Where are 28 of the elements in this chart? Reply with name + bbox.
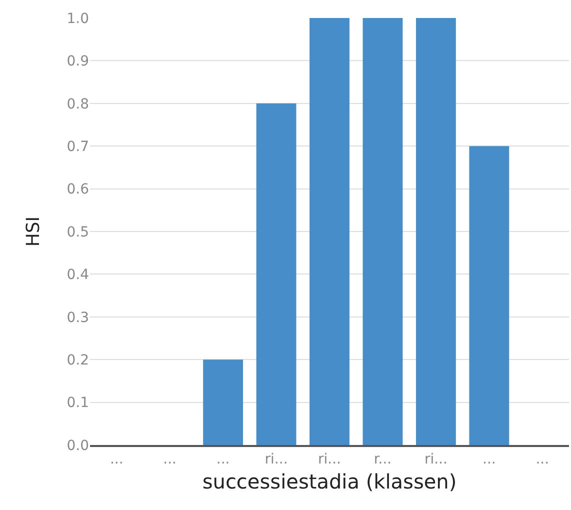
bar [256,103,296,445]
y-tick-label: 0.1 [66,395,89,412]
x-tick-label: ... [482,452,496,468]
y-tick-label: 0.3 [66,310,89,326]
y-tick-label: 0.2 [66,352,89,368]
x-tick-label: ... [216,452,230,468]
x-axis-title: successiestadia (klassen) [202,470,457,494]
x-tick-label: ... [163,452,177,468]
y-tick-label: 0.9 [66,54,89,70]
x-tick-label: ... [110,452,124,468]
bar [310,18,350,445]
y-tick-label: 0.6 [66,182,90,198]
x-tick-label: ... [536,452,550,468]
y-tick-label: 0.0 [66,438,89,454]
bar [469,146,510,445]
x-tick-label: r... [374,452,392,468]
x-tick-label: ri... [264,452,288,468]
x-tick-label: ri... [318,452,341,468]
bar [416,18,456,445]
y-axis-title: HSI [22,216,44,247]
bar [203,360,244,445]
bar [362,18,403,445]
y-tick-label: 0.5 [66,224,89,240]
y-tick-label: 1.0 [66,10,89,27]
y-tick-label: 0.4 [66,267,90,284]
x-tick-label: ri... [424,452,448,468]
y-tick-label: 0.7 [66,139,89,155]
y-tick-label: 0.8 [66,96,89,112]
